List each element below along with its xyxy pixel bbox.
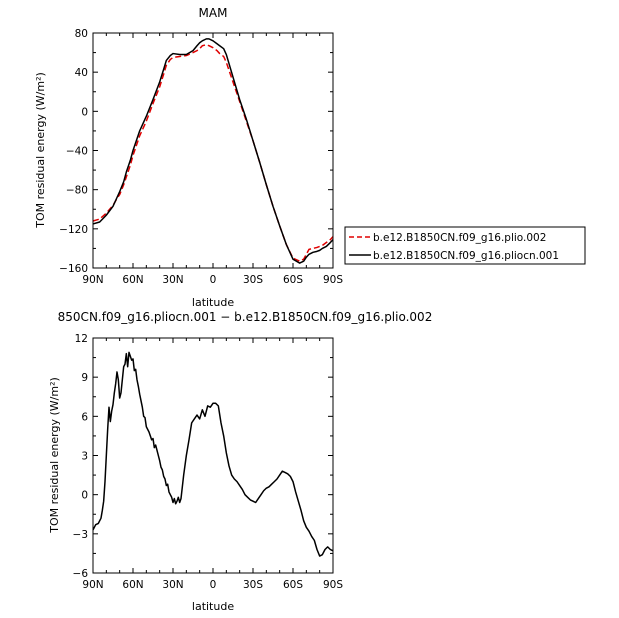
y-tick-label: −3	[73, 529, 88, 541]
y-tick-label: −6	[73, 568, 89, 580]
y-tick-label: 6	[81, 411, 88, 423]
y-tick-label: −80	[66, 185, 88, 197]
series-line-1	[92, 38, 334, 264]
x-tick-label: 30S	[243, 274, 263, 286]
top-legend: b.e12.B1850CN.f09_g16.plio.002 b.e12.B185…	[344, 226, 586, 265]
y-tick-label: −40	[66, 146, 88, 158]
bottom-panel: 850CN.f09_g16.pliocn.001 − b.e12.B1850CN…	[48, 310, 432, 613]
y-tick-label: 80	[75, 28, 88, 40]
y-tick-label: −120	[59, 224, 88, 236]
x-tick-label: 60N	[122, 579, 143, 591]
x-tick-label: 0	[210, 579, 217, 591]
x-tick-label: 30N	[162, 274, 183, 286]
x-tick-label: 90N	[82, 274, 103, 286]
x-tick-label: 60S	[283, 579, 303, 591]
y-tick-label: 40	[75, 67, 88, 79]
y-tick-label: 9	[81, 372, 88, 384]
top-panel: MAM 90N 60N 30N 0 30S 60S 90S 80 40 0 −40 −80 −120 −1…	[34, 6, 586, 309]
x-tick-label: 90S	[323, 579, 343, 591]
bottom-chart-title: 850CN.f09_g16.pliocn.001 − b.e12.B1850CN…	[58, 310, 433, 324]
bottom-x-axis-label: latitude	[192, 600, 234, 613]
x-tick-label: 90S	[323, 274, 343, 286]
x-tick-label: 90N	[82, 579, 103, 591]
x-tick-label: 0	[210, 274, 217, 286]
legend-label-0: b.e12.B1850CN.f09_g16.plio.002	[373, 232, 546, 244]
series-line-0	[92, 44, 334, 262]
bottom-y-axis-label: TOM residual energy (W/m²)	[48, 377, 61, 534]
top-x-axis-label: latitude	[192, 296, 234, 309]
bottom-plot-frame	[92, 337, 334, 574]
series-line-0	[92, 351, 334, 557]
y-tick-label: −160	[59, 263, 88, 275]
y-tick-label: 3	[81, 451, 88, 463]
x-tick-label: 30S	[243, 579, 263, 591]
y-tick-label: 0	[81, 490, 88, 502]
x-tick-label: 60N	[122, 274, 143, 286]
top-plot-frame	[92, 32, 334, 269]
y-tick-label: 12	[75, 333, 88, 345]
legend-label-1: b.e12.B1850CN.f09_g16.pliocn.001	[373, 250, 559, 262]
top-chart-title: MAM	[199, 6, 228, 20]
legend-box	[344, 226, 586, 265]
top-y-axis-label: TOM residual energy (W/m²)	[34, 72, 47, 229]
x-tick-label: 30N	[162, 579, 183, 591]
x-tick-label: 60S	[283, 274, 303, 286]
y-tick-label: 0	[81, 106, 88, 118]
